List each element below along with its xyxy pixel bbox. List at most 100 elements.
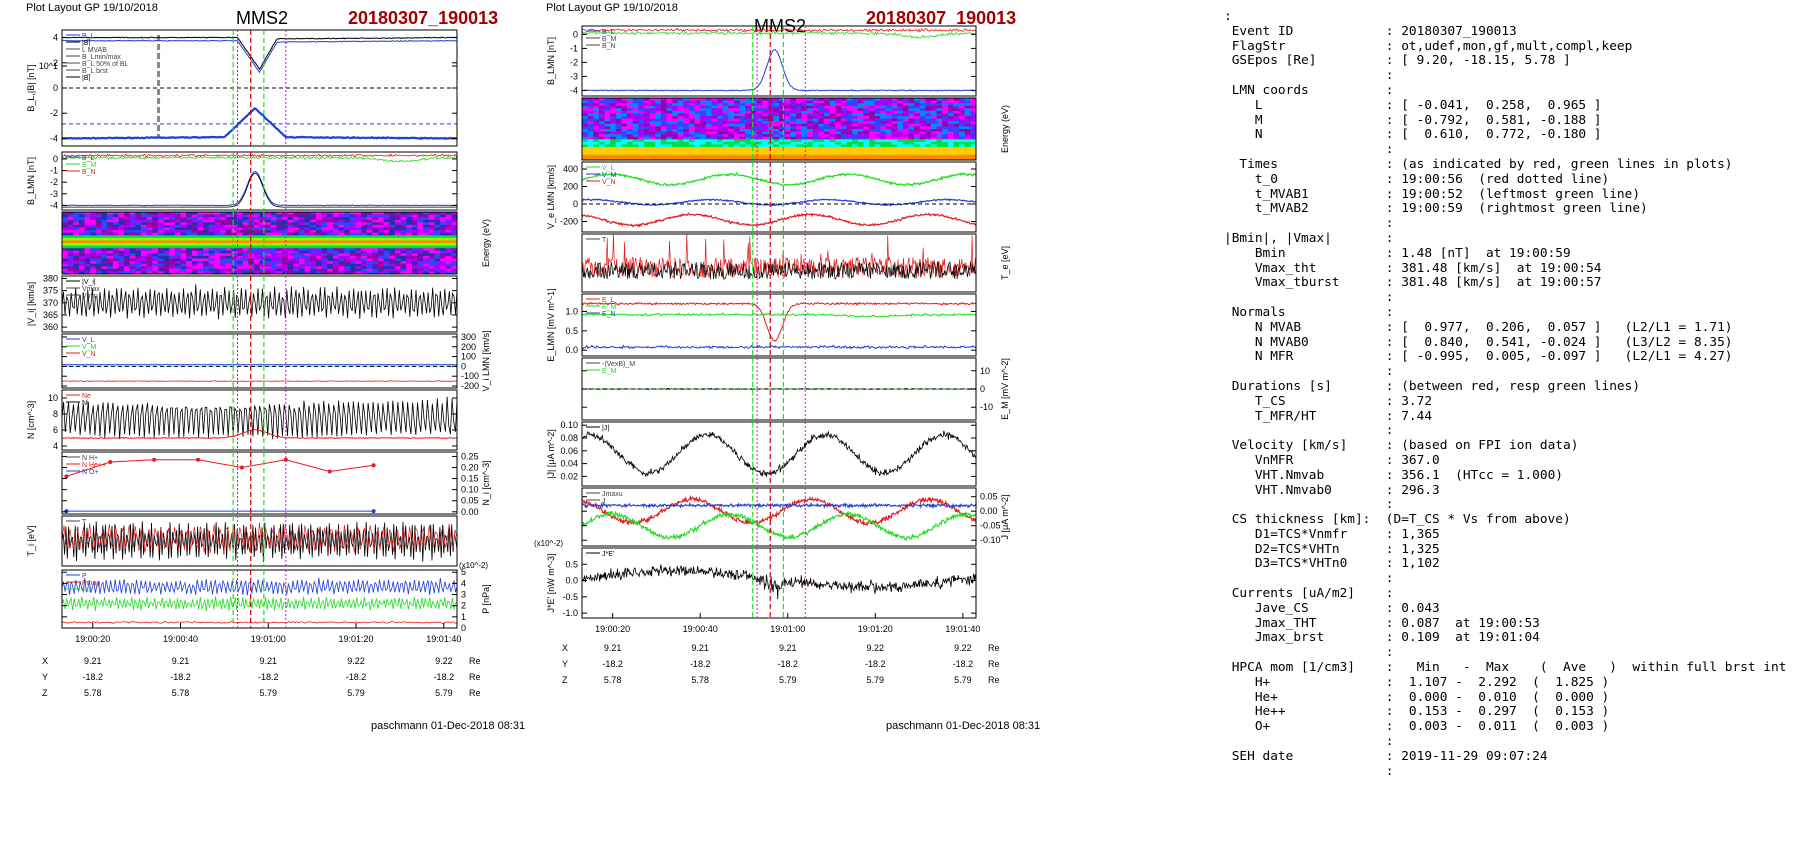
right-2-heatmap-cell: [649, 157, 656, 161]
left-3-heatmap-cell: [152, 230, 159, 234]
left-3-heatmap-cell: [304, 237, 311, 241]
left-3-heatmap-cell: [146, 224, 153, 228]
right-2-heatmap-cell: [773, 152, 780, 156]
left-3-heatmap-cell: [361, 248, 368, 252]
right-2-heatmap-cell: [953, 129, 960, 133]
right-2-heatmap-cell: [672, 157, 679, 161]
left-3-heatmap-cell: [293, 255, 300, 259]
left-8-legend-label: T: [82, 519, 87, 526]
right-2-heatmap-cell: [728, 129, 735, 133]
left-7-ytick-label: 0.10: [461, 485, 479, 495]
left-3-heatmap-cell: [434, 248, 441, 252]
right-2-heatmap-cell: [700, 121, 707, 125]
right-2-heatmap-cell: [824, 123, 831, 127]
right-2-heatmap-cell: [610, 113, 617, 117]
right-2-heatmap-cell: [734, 136, 741, 140]
left-3-heatmap-cell: [378, 217, 385, 221]
right-2-heatmap-cell: [638, 116, 645, 120]
left-3-heatmap-cell: [220, 222, 227, 226]
left-3-heatmap-cell: [417, 243, 424, 247]
left-7-ylabel: N_i [cm^-3]: [481, 460, 491, 505]
left-3-heatmap-cell: [366, 237, 373, 241]
left-3-heatmap-cell: [135, 253, 142, 257]
right-2-heatmap-cell: [869, 121, 876, 125]
left-3-heatmap-cell: [270, 250, 277, 254]
left-3-heatmap-cell: [417, 250, 424, 254]
left-3-heatmap-cell: [361, 253, 368, 257]
left-3-heatmap-cell: [349, 245, 356, 249]
left-3-heatmap-cell: [372, 243, 379, 247]
left-3-heatmap-cell: [355, 237, 362, 241]
right-2-heatmap-cell: [857, 126, 864, 130]
left-3-heatmap-cell: [394, 255, 401, 259]
right-2-heatmap-cell: [587, 118, 594, 122]
right-2-heatmap-cell: [734, 118, 741, 122]
left-3-heatmap-cell: [174, 253, 181, 257]
right-2-heatmap-cell: [824, 147, 831, 151]
right-2-heatmap-cell: [852, 113, 859, 117]
left-3-heatmap-cell: [423, 227, 430, 231]
left-3-heatmap-cell: [304, 263, 311, 267]
right-2-heatmap-cell: [829, 103, 836, 107]
right-2-heatmap-cell: [779, 105, 786, 109]
right-2-heatmap-cell: [942, 113, 949, 117]
left-3-heatmap-cell: [112, 250, 119, 254]
left-3-heatmap-cell: [270, 255, 277, 259]
right-2-heatmap-cell: [959, 144, 966, 148]
right-2-heatmap-cell: [660, 157, 667, 161]
right-2-heatmap-cell: [632, 147, 639, 151]
left-3-heatmap-cell: [411, 245, 418, 249]
left-3-heatmap-cell: [163, 243, 170, 247]
left-3-heatmap-cell: [253, 240, 260, 244]
right-2-heatmap-cell: [750, 136, 757, 140]
right-2-heatmap-cell: [593, 149, 600, 153]
right-2-heatmap-cell: [739, 98, 746, 102]
right-2-heatmap-cell: [655, 139, 662, 143]
right-2-heatmap-cell: [717, 154, 724, 158]
right-2-heatmap-cell: [621, 147, 628, 151]
left-3-heatmap-cell: [95, 217, 102, 221]
right-2-heatmap-cell: [885, 118, 892, 122]
left-3-heatmap-cell: [118, 248, 125, 252]
right-2-heatmap-cell: [807, 136, 814, 140]
right-2-heatmap-cell: [801, 105, 808, 109]
right-2-heatmap-cell: [750, 139, 757, 143]
left-3-heatmap-cell: [378, 230, 385, 234]
right-2-heatmap-cell: [666, 139, 673, 143]
left-3-heatmap-cell: [163, 235, 170, 239]
right-2-heatmap-cell: [688, 134, 695, 138]
right-2-heatmap-cell: [604, 149, 611, 153]
left-3-heatmap-cell: [394, 261, 401, 265]
left-3-heatmap-cell: [84, 245, 91, 249]
left-3-heatmap-cell: [84, 253, 91, 257]
left-3-heatmap-cell: [203, 258, 210, 262]
right-2-heatmap-cell: [711, 147, 718, 151]
left-3-heatmap-cell: [293, 235, 300, 239]
left-3-heatmap-cell: [372, 258, 379, 262]
right-2-heatmap-cell: [632, 136, 639, 140]
left-3-heatmap-cell: [321, 240, 328, 244]
left-7-frame: [61, 451, 458, 515]
left-3-heatmap-cell: [276, 214, 283, 218]
right-2-heatmap-cell: [908, 113, 915, 117]
left-3-heatmap-cell: [231, 255, 238, 259]
right-2-heatmap-cell: [677, 98, 684, 102]
left-3-heatmap-cell: [349, 212, 356, 216]
right-2-heatmap-cell: [621, 110, 628, 114]
left-3-heatmap-cell: [220, 217, 227, 221]
left-3-heatmap-cell: [90, 261, 97, 265]
left-3-heatmap-cell: [428, 240, 435, 244]
right-2-heatmap-cell: [694, 108, 701, 112]
right-7-ytick-label: 0.04: [560, 459, 578, 469]
left-4-frame: [61, 275, 458, 333]
right-2-heatmap-cell: [643, 141, 650, 145]
left-3-heatmap-cell: [101, 240, 108, 244]
right-2-heatmap-cell: [925, 139, 932, 143]
right-2-heatmap-cell: [784, 118, 791, 122]
right-orbit-value: 9.22: [954, 643, 972, 653]
right-2-heatmap-cell: [936, 103, 943, 107]
left-3-heatmap-cell: [372, 230, 379, 234]
left-3-heatmap-cell: [349, 217, 356, 221]
left-3-heatmap-cell: [265, 217, 272, 221]
left-3-heatmap-cell: [84, 214, 91, 218]
